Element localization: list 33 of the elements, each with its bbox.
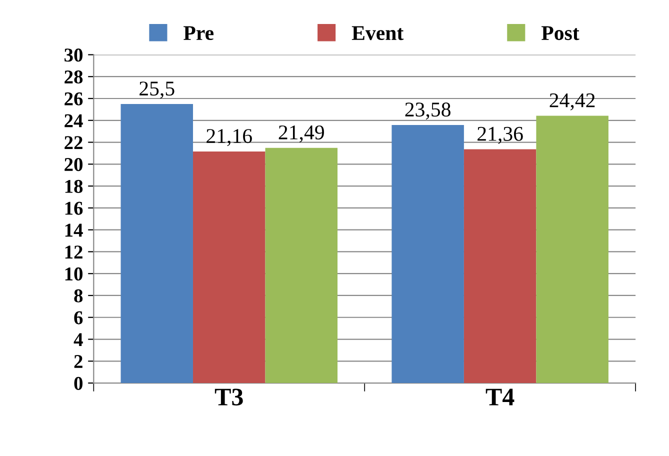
y-tick-label: 16	[65, 202, 83, 215]
y-tick-label: 28	[64, 70, 83, 84]
data-label: 24,42	[550, 93, 595, 110]
y-tick-label: 0	[74, 376, 82, 390]
x-tick-label: T3	[214, 388, 243, 406]
y-tick-label: 22	[64, 136, 82, 150]
y-tick-label: 18	[65, 180, 83, 193]
bar	[193, 151, 266, 384]
y-tick-label: 26	[64, 92, 83, 106]
bar	[265, 148, 338, 384]
legend-label: Post	[542, 26, 580, 40]
y-tick-label: 30	[64, 48, 82, 62]
y-tick-label: 6	[74, 311, 83, 324]
data-label: 21,49	[278, 125, 324, 142]
y-tick-label: 4	[74, 333, 83, 346]
bar	[536, 116, 608, 384]
y-tick-label: 14	[65, 224, 83, 237]
x-tick-label: T4	[486, 388, 514, 406]
data-label: 21,16	[206, 129, 252, 146]
legend-label: Pre	[184, 26, 214, 40]
data-label: 25,5	[140, 82, 174, 99]
y-tick-label: 8	[74, 289, 83, 302]
y-tick-label: 2	[74, 355, 82, 368]
data-label: 23,58	[405, 102, 450, 120]
bar	[392, 124, 464, 384]
data-label: 21,36	[478, 126, 523, 144]
y-tick-label: 12	[65, 246, 82, 258]
bar	[120, 104, 194, 384]
y-tick-label: 24	[64, 114, 83, 128]
legend-label: Event	[352, 26, 404, 40]
y-tick-label: 10	[65, 267, 82, 281]
bar	[464, 149, 536, 384]
y-tick-label: 20	[64, 158, 82, 172]
